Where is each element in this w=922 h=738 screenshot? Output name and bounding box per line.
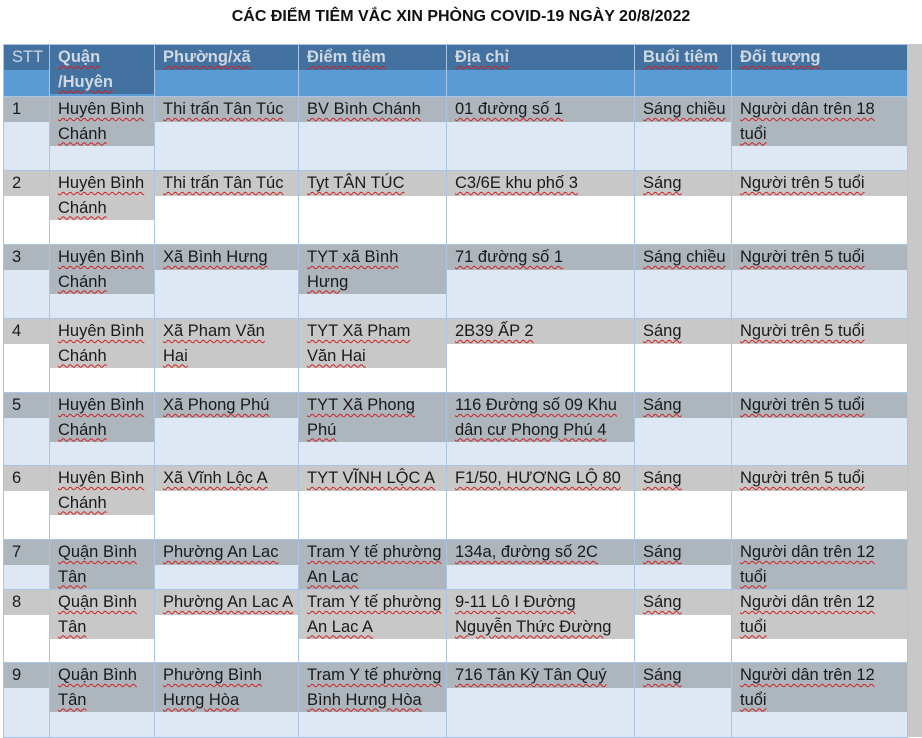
cell-target: Người dân trên 12 tuổi [731, 662, 908, 738]
cell-stt: 9 [3, 662, 50, 738]
cell-site: Tram Y tế phường An Lac A [298, 589, 447, 663]
cell-address: 116 Đường số 09 Khu dân cư Phong Phú 4 [446, 392, 635, 466]
cell-ward: Xã Vĩnh Lộc A [154, 465, 299, 540]
table-header: STT Quận /Huyên Phường/xã Điểm tiêm Địa … [3, 44, 908, 97]
cell-district: Huyên Bình Chánh [49, 465, 155, 540]
cell-session: Sáng chiều [634, 244, 732, 319]
cell-stt: 2 [3, 170, 50, 245]
cell-ward: Xã Bình Hưng [154, 244, 299, 319]
cell-session: Sáng [634, 662, 732, 738]
cell-site: Tram Y tế phường An Lac [298, 539, 447, 590]
header-site: Điểm tiêm [298, 44, 447, 97]
cell-site: TYT xã Bình Hưng [298, 244, 447, 319]
header-session: Buổi tiêm [634, 44, 732, 97]
cell-address: C3/6E khu phố 3 [446, 170, 635, 245]
cell-site: BV Bình Chánh [298, 96, 447, 171]
cell-stt: 4 [3, 318, 50, 393]
cell-ward: Xã Pham Văn Hai [154, 318, 299, 393]
page-edge [907, 44, 922, 737]
cell-session: Sáng [634, 170, 732, 245]
table-row: 9 Quận Bình Tân Phường Bình Hưng Hòa Tram Y… [3, 662, 908, 738]
cell-session: Sáng [634, 318, 732, 393]
cell-district: Quận Bình Tân [49, 662, 155, 738]
cell-stt: 6 [3, 465, 50, 540]
cell-ward: Thi trấn Tân Túc [154, 170, 299, 245]
cell-address: 01 đường số 1 [446, 96, 635, 171]
cell-target: Người trên 5 tuổi [731, 392, 908, 466]
table-row: 7 Quận Bình Tân Phường An Lac Tram Y tế phư… [3, 539, 908, 590]
header-stt: STT [3, 44, 50, 97]
cell-district: Quận Bình Tân [49, 539, 155, 590]
cell-district: Huyên Bình Chánh [49, 244, 155, 319]
table-row: 8 Quận Bình Tân Phường An Lac A Tram Y tế p… [3, 589, 908, 663]
cell-address: 71 đường số 1 [446, 244, 635, 319]
cell-target: Người dân trên 18 tuổi [731, 96, 908, 171]
document-title: CÁC ĐIỂM TIÊM VẮC XIN PHÒNG COVID-19 NGÀ… [231, 8, 691, 25]
table-row: 4 Huyên Bình Chánh Xã Pham Văn Hai TYT Xã P… [3, 318, 908, 393]
cell-target: Người dân trên 12 tuổi [731, 589, 908, 663]
header-ward: Phường/xã [154, 44, 299, 97]
cell-address: 716 Tân Kỳ Tân Quý [446, 662, 635, 738]
table-row: 2 Huyên Bình Chánh Thi trấn Tân Túc Tyt TÂN… [3, 170, 908, 245]
cell-district: Quận Bình Tân [49, 589, 155, 663]
cell-session: Sáng [634, 589, 732, 663]
cell-target: Người trên 5 tuổi [731, 170, 908, 245]
table-row: 5 Huyên Bình Chánh Xã Phong Phú TYT Xã Phon… [3, 392, 908, 466]
vaccination-sites-table: STT Quận /Huyên Phường/xã Điểm tiêm Địa … [3, 44, 908, 738]
cell-address: 134a, đường số 2C [446, 539, 635, 590]
cell-stt: 1 [3, 96, 50, 171]
cell-stt: 8 [3, 589, 50, 663]
cell-ward: Phường An Lac A [154, 589, 299, 663]
cell-district: Huyên Bình Chánh [49, 170, 155, 245]
cell-site: Tyt TÂN TÚC [298, 170, 447, 245]
header-address: Địa chỉ [446, 44, 635, 97]
table-row: 1 Huyên Bình Chánh Thi trấn Tân Túc BV Bình… [3, 96, 908, 171]
table-row: 6 Huyên Bình Chánh Xã Vĩnh Lộc A TYT VĨNH L… [3, 465, 908, 540]
cell-address: F1/50, HƯƠNG LỘ 80 [446, 465, 635, 540]
cell-ward: Thi trấn Tân Túc [154, 96, 299, 171]
cell-address: 2B39 ẤP 2 [446, 318, 635, 393]
cell-ward: Xã Phong Phú [154, 392, 299, 466]
cell-site: Tram Y tế phường Bình Hưng Hòa [298, 662, 447, 738]
cell-session: Sáng chiều [634, 96, 732, 171]
cell-district: Huyên Bình Chánh [49, 392, 155, 466]
cell-address: 9-11 Lô I Đường Nguyễn Thức Đường [446, 589, 635, 663]
header-target: Đối tượng [731, 44, 908, 97]
cell-site: TYT Xã Pham Văn Hai [298, 318, 447, 393]
cell-site: TYT VĨNH LỘC A [298, 465, 447, 540]
cell-stt: 5 [3, 392, 50, 466]
cell-session: Sáng [634, 392, 732, 466]
cell-session: Sáng [634, 465, 732, 540]
cell-site: TYT Xã Phong Phú [298, 392, 447, 466]
cell-target: Người trên 5 tuổi [731, 244, 908, 319]
header-district: Quận /Huyên [49, 44, 155, 97]
cell-ward: Phường Bình Hưng Hòa [154, 662, 299, 738]
cell-target: Người trên 5 tuổi [731, 465, 908, 540]
cell-session: Sáng [634, 539, 732, 590]
cell-target: Người trên 5 tuổi [731, 318, 908, 393]
cell-target: Người dân trên 12 tuổi [731, 539, 908, 590]
cell-district: Huyên Bình Chánh [49, 318, 155, 393]
cell-ward: Phường An Lac [154, 539, 299, 590]
cell-stt: 3 [3, 244, 50, 319]
cell-district: Huyên Bình Chánh [49, 96, 155, 171]
cell-stt: 7 [3, 539, 50, 590]
table-row: 3 Huyên Bình Chánh Xã Bình Hưng TYT xã Bình… [3, 244, 908, 319]
